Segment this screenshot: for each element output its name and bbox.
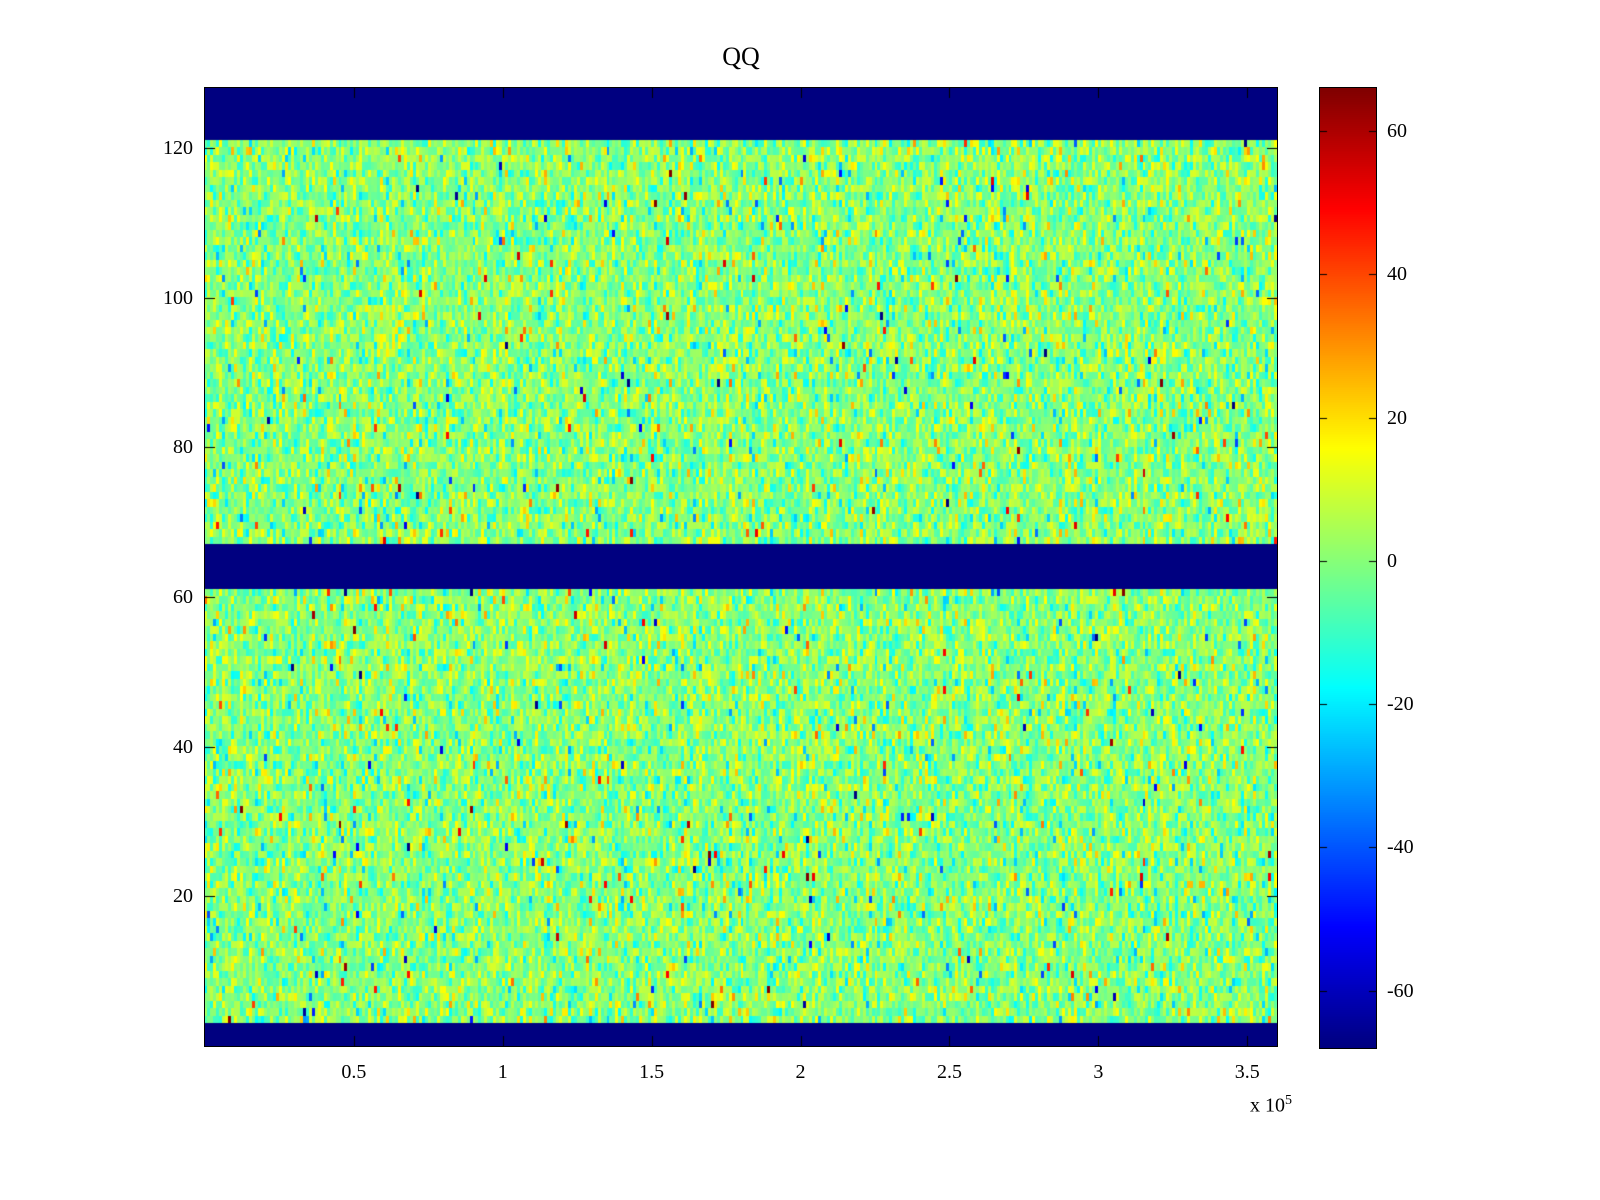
y-tick-label: 40 — [173, 735, 193, 758]
x-tick-label: 3 — [1093, 1061, 1104, 1083]
x-axis-multiplier: x 105 — [1172, 1093, 1292, 1118]
x-tick-label: 1.5 — [639, 1061, 665, 1083]
colorbar-tick-label: -60 — [1387, 979, 1414, 1002]
colorbar-canvas — [1319, 87, 1377, 1049]
colorbar-tick-label: 20 — [1387, 406, 1407, 429]
colorbar-tick-label: -40 — [1387, 836, 1414, 859]
x-axis-multiplier-base: x 10 — [1250, 1094, 1285, 1117]
y-tick-label: 60 — [173, 585, 193, 608]
x-tick-label: 2 — [795, 1061, 806, 1083]
y-tick-label: 80 — [173, 436, 193, 459]
x-tick-label: 3.5 — [1234, 1061, 1260, 1083]
colorbar-tick-label: -20 — [1387, 693, 1414, 716]
x-tick-label: 2.5 — [936, 1061, 962, 1083]
chart-title: QQ — [722, 42, 760, 71]
x-axis-multiplier-exponent: 5 — [1285, 1093, 1292, 1108]
colorbar-tick-label: 40 — [1387, 263, 1407, 286]
x-tick-label: 1 — [497, 1061, 508, 1083]
heatmap-canvas — [204, 87, 1278, 1047]
x-tick-label: 0.5 — [341, 1061, 367, 1083]
colorbar-tick-label: 0 — [1387, 549, 1397, 572]
colorbar-tick-label: 60 — [1387, 119, 1407, 142]
y-tick-label: 120 — [163, 136, 193, 159]
y-tick-label: 20 — [173, 885, 193, 908]
y-tick-label: 100 — [163, 286, 193, 309]
